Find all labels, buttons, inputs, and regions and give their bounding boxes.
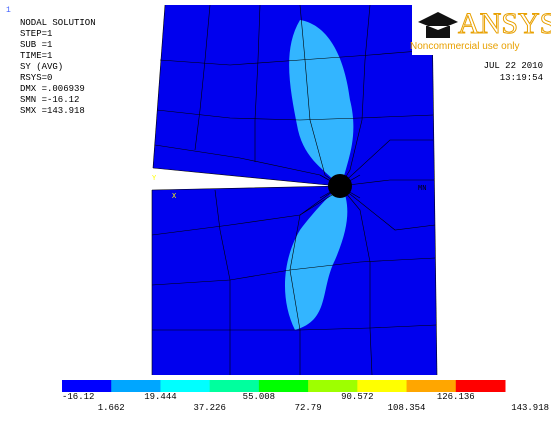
legend-swatch (111, 380, 161, 392)
time: 13:19:54 (500, 73, 543, 83)
info-line: SMN =-16.12 (20, 95, 79, 105)
legend-swatch (62, 380, 112, 392)
legend-label: -16.12 (62, 392, 94, 402)
date: JUL 22 2010 (484, 61, 543, 71)
legend-swatch (456, 380, 506, 392)
legend-label: 55.008 (243, 392, 275, 402)
legend-label: 37.226 (193, 403, 225, 413)
logo-note: Noncommercial use only (410, 41, 520, 52)
plot-number: 1 (6, 6, 11, 15)
legend-label: 19.444 (144, 392, 176, 402)
legend-label: 143.918 (511, 403, 549, 413)
legend-swatch (259, 380, 309, 392)
info-line: RSYS=0 (20, 73, 52, 83)
legend-label: 1.662 (98, 403, 125, 413)
legend-label: 90.572 (341, 392, 373, 402)
legend-swatch (357, 380, 407, 392)
logo-brand: ANSYS (458, 7, 551, 40)
legend-label: 126.136 (437, 392, 475, 402)
info-line: SMX =143.918 (20, 106, 85, 116)
info-line: DMX =.006939 (20, 84, 85, 94)
info-line: SUB =1 (20, 40, 52, 50)
legend-swatch (407, 380, 457, 392)
legend-swatch (308, 380, 358, 392)
legend-swatch (160, 380, 210, 392)
screen: 1 NODAL SOLUTIONSTEP=1SUB =1TIME=1SY (AV… (0, 0, 551, 416)
info-line: NODAL SOLUTION (20, 18, 96, 28)
legend-label: 72.79 (295, 403, 322, 413)
min-marker: MN (418, 185, 426, 193)
info-line: TIME=1 (20, 51, 52, 61)
info-line: STEP=1 (20, 29, 52, 39)
info-line: SY (AVG) (20, 62, 63, 72)
legend-swatch (210, 380, 260, 392)
legend-label: 108.354 (388, 403, 426, 413)
